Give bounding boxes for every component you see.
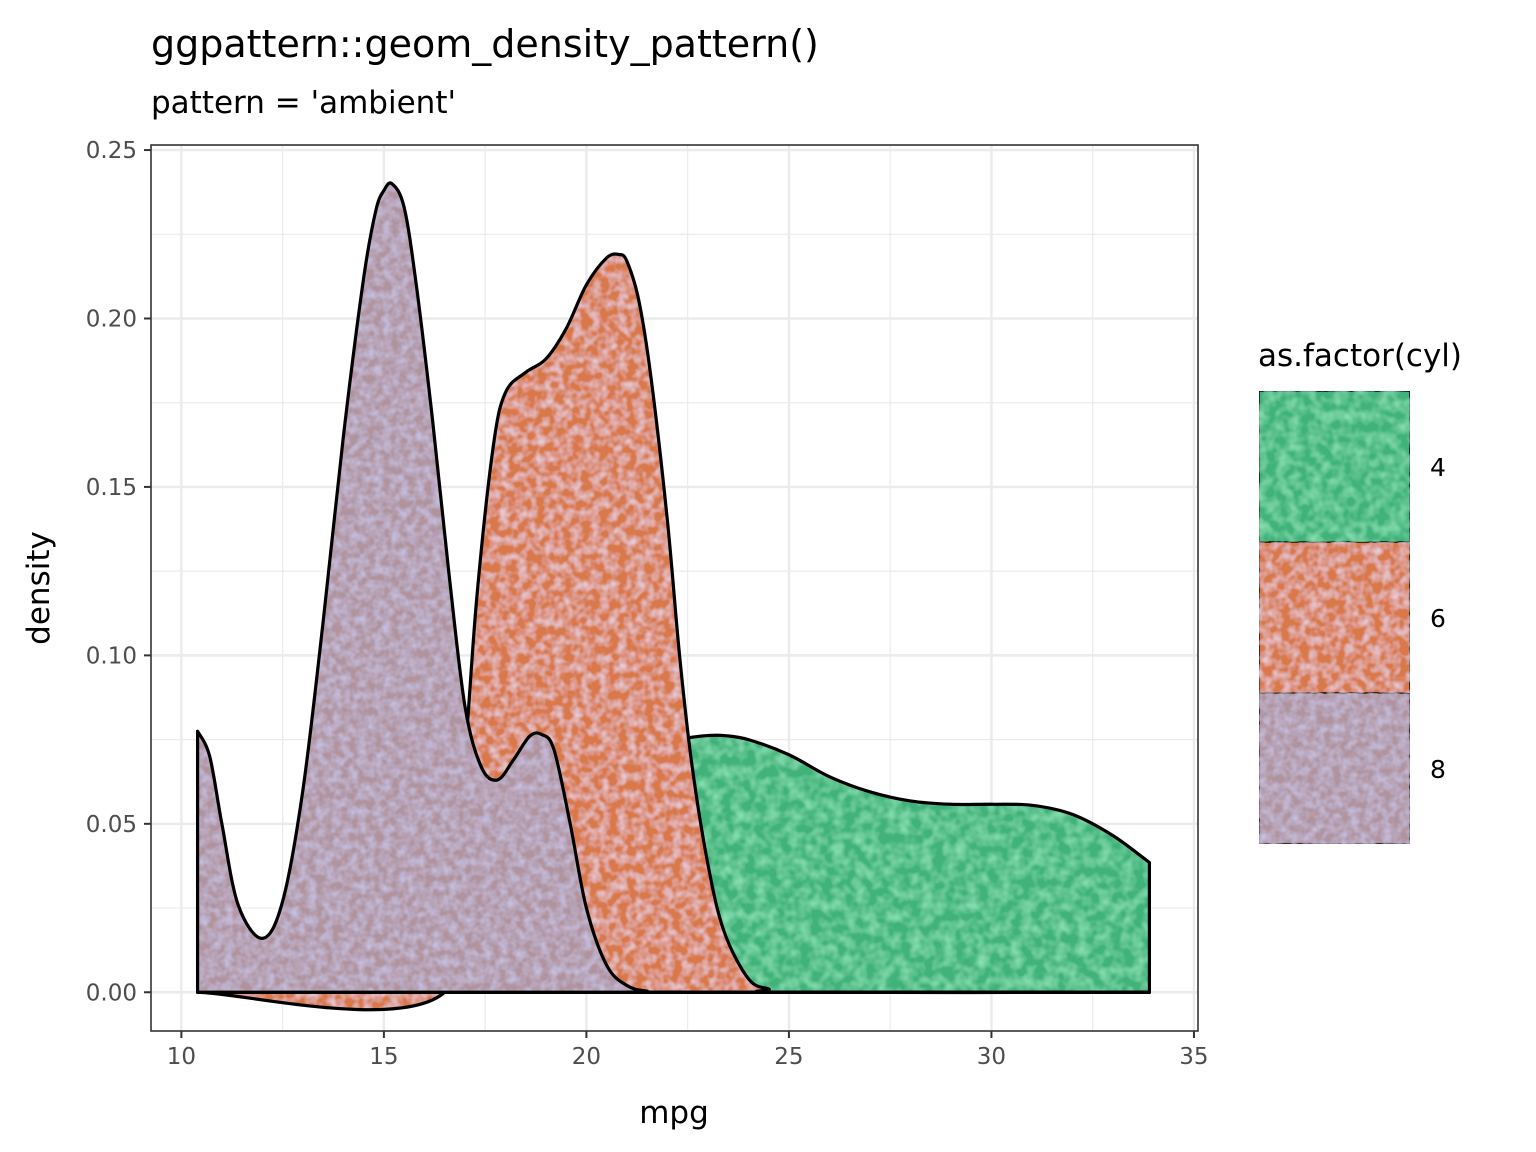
legend-keys: 4 6 8 (1258, 390, 1446, 845)
x-tick-label: 25 (774, 1044, 803, 1070)
y-tick-label: 0.00 (86, 980, 137, 1006)
legend: as.factor(cyl) 4 6 8 (1258, 338, 1462, 845)
legend-label-cyl-6: 6 (1430, 604, 1446, 633)
legend-title: as.factor(cyl) (1258, 338, 1462, 374)
y-tick-label: 0.20 (86, 306, 137, 332)
x-tick-label: 20 (572, 1044, 601, 1070)
y-tick-label: 0.10 (86, 643, 137, 669)
x-tick-label: 15 (369, 1044, 398, 1070)
x-tick-label: 10 (167, 1044, 196, 1070)
x-axis-title: mpg (639, 1095, 709, 1131)
density-area-cyl-8 (197, 182, 1150, 993)
y-tick-label: 0.05 (86, 812, 137, 838)
legend-key-cyl-4 (1258, 390, 1411, 543)
x-tick-label: 30 (977, 1044, 1006, 1070)
y-axis-title: density (21, 531, 57, 645)
y-axis: 0.00 0.05 0.10 0.15 0.20 0.25 (86, 138, 151, 1006)
y-tick-label: 0.25 (86, 138, 137, 164)
density-outline-cyl-8 (195, 181, 1151, 994)
legend-key-cyl-6 (1258, 541, 1411, 694)
density-area-cyl-6 (197, 253, 1150, 1010)
chart-title: ggpattern::geom_density_pattern() (151, 22, 819, 66)
density-areas (195, 181, 1151, 1012)
x-tick-label: 35 (1179, 1044, 1208, 1070)
x-axis: 10 15 20 25 30 35 (167, 1031, 1209, 1070)
plot-panel (150, 144, 1199, 1032)
y-tick-label: 0.15 (86, 475, 137, 501)
legend-label-cyl-4: 4 (1430, 453, 1446, 482)
density-outline-cyl-6 (195, 252, 1151, 1012)
chart-subtitle: pattern = 'ambient' (151, 85, 456, 121)
plot-border (150, 144, 1199, 1032)
legend-key-cyl-8 (1258, 692, 1411, 845)
legend-label-cyl-8: 8 (1430, 755, 1446, 784)
